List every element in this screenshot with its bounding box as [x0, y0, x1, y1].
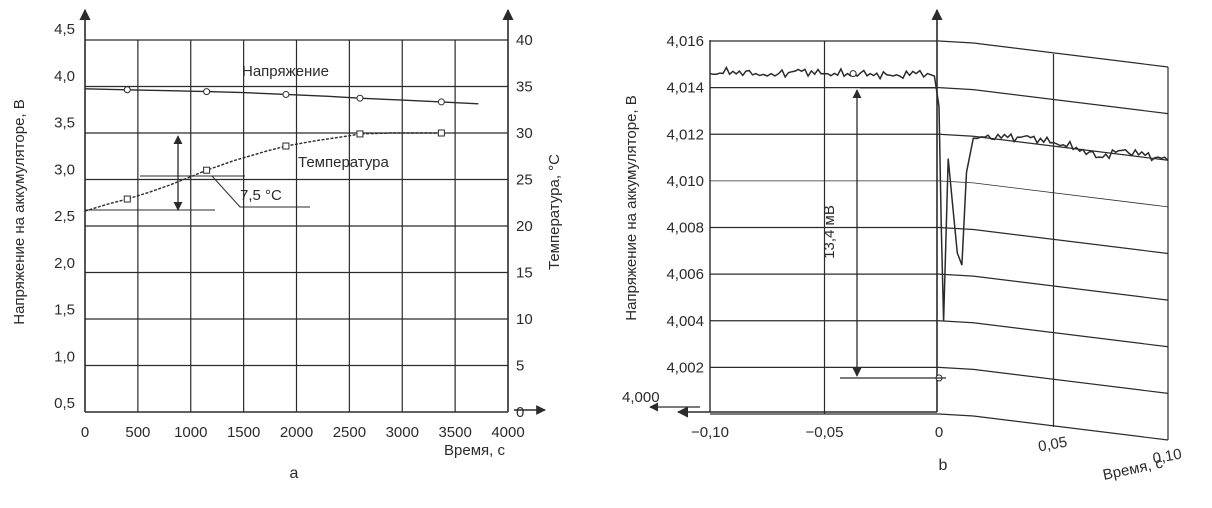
panel-b-hgrid — [710, 180, 1169, 208]
panel-b-hgrid — [710, 87, 1169, 115]
panel-b-series — [709, 65, 1169, 382]
panel-b-y-tick-label: 4,014 — [666, 80, 704, 97]
panel-b-axes — [676, 8, 943, 418]
panel-a-delta-annotation: 7,5 °С — [85, 135, 310, 211]
panel-b-y-tick-label: 4,004 — [666, 313, 704, 330]
panel-a-y-left-tick-label: 1,0 — [54, 348, 75, 365]
panel-a-x-tick-label: 4000 — [491, 424, 524, 441]
panel-a-letter: a — [290, 465, 299, 482]
delta-leader — [211, 175, 310, 208]
panel-b-x-tick-label: 0 — [935, 424, 943, 441]
delta-label: 7,5 °С — [240, 187, 282, 204]
panel-a-y-left-tick-label: 4,0 — [54, 68, 75, 85]
panel-b-hgrid — [710, 226, 1169, 255]
series-line-voltage — [84, 88, 479, 105]
panel-a-y-left-tick-label: 2,0 — [54, 255, 75, 272]
panel-a-x-tick-label: 0 — [81, 424, 89, 441]
panel-b-hgrid — [710, 273, 1169, 301]
panel-b-hgrid — [710, 133, 1169, 161]
panel-b-y-tick-label: 4,010 — [666, 173, 704, 190]
panel-a-x-tick-label: 1500 — [227, 424, 260, 441]
panel-b-hgrid — [710, 40, 1169, 68]
panel-b-x-tick-label: 0,05 — [1037, 434, 1069, 456]
panel-a-x-tick-label: 3500 — [438, 424, 471, 441]
series-label-voltage: Напряжение — [242, 63, 329, 80]
panel-b-y-tick-label-base: 4,000 — [622, 389, 660, 406]
voltage-marker — [123, 86, 131, 94]
panel-b-x-label: Время, с — [1101, 455, 1165, 484]
panel-a-y-right-tick-label: 0 — [516, 404, 524, 421]
panel-b-y-tick-label: 4,016 — [666, 33, 704, 50]
panel-b-y-tick-label: 4,002 — [666, 359, 704, 376]
temperature-marker — [282, 142, 290, 150]
panel-a-x-label: Время, с — [444, 442, 505, 459]
panel-a-y-right-tick-label: 30 — [516, 125, 533, 142]
panel-a-y-left-tick-label: 2,5 — [54, 208, 75, 225]
panel-a-y-left-tick-label: 3,5 — [54, 115, 75, 132]
voltage-marker — [437, 98, 445, 106]
panel-b-delta-annotation: 13,4 мВ — [821, 87, 946, 379]
panel-b-hgrid — [710, 320, 1169, 348]
panel-a-x-tick-label: 1000 — [174, 424, 207, 441]
panel-b-voltage-trace — [709, 65, 1169, 322]
series-label-temperature: Температура — [298, 154, 390, 171]
panel-b-hgrid — [710, 366, 1169, 394]
panel-a-y-right-tick-label: 10 — [516, 311, 533, 328]
panel-a-x-tick-label: 3000 — [386, 424, 419, 441]
panel-b-y-label: Напряжение на аккумуляторе, В — [623, 95, 640, 321]
panel-b-letter: b — [939, 457, 948, 474]
panel-b-y-tick-label: 4,006 — [666, 266, 704, 283]
temperature-marker — [437, 129, 445, 137]
temperature-marker — [356, 130, 364, 138]
panel-a-y-right-tick-label: 35 — [516, 79, 533, 96]
delta-label-b: 13,4 мВ — [821, 205, 838, 259]
panel-a-y-left-tick-label: 0,5 — [54, 395, 75, 412]
panel-a-y-left-tick-label: 4,5 — [54, 21, 75, 38]
voltage-marker — [356, 94, 364, 102]
temperature-marker — [123, 195, 131, 203]
panel-a-y-left-tick-label: 1,5 — [54, 302, 75, 319]
panel-a-x-tick-label: 2500 — [333, 424, 366, 441]
panel-a-y-right-tick-label: 5 — [516, 358, 524, 375]
panel-b-x-tick-label: −0,05 — [806, 424, 844, 441]
panel-b-hgrid — [710, 413, 1169, 441]
panel-a-y-left-label: Напряжение на аккумуляторе, В — [11, 99, 28, 325]
panel-a-grid — [85, 39, 508, 412]
panel-a-y-right-label: Температура, °С — [546, 154, 563, 270]
panel-a-y-left-tick-label: 3,0 — [54, 161, 75, 178]
panel-a-y-right-tick-label: 40 — [516, 32, 533, 49]
panel-b-grid — [710, 40, 1169, 441]
panel-a-series — [84, 86, 479, 212]
panel-b-x-tick-label: −0,10 — [691, 424, 729, 441]
panel-b: 4,002 4,004 4,006 4,008 4,010 4,012 4,014 4,016… — [622, 8, 1183, 484]
series-line-temperature — [84, 132, 442, 212]
temperature-marker — [203, 166, 211, 174]
panel-a: 0 500 1000 1500 2000 2500 3000 3500 4000 0,5 1,0 1,… — [11, 8, 563, 482]
panel-a-y-right-tick-label: 15 — [516, 265, 533, 282]
panel-a-y-right-tick-label: 25 — [516, 172, 533, 189]
panel-b-y-tick-label: 4,012 — [666, 126, 704, 143]
voltage-marker — [282, 90, 290, 98]
panel-b-x-tick-label: 0,10 — [1151, 446, 1183, 468]
panel-a-x-tick-label: 2000 — [280, 424, 313, 441]
voltage-marker — [203, 88, 211, 96]
panel-b-y-tick-label: 4,008 — [666, 220, 704, 237]
panel-a-x-tick-label: 500 — [125, 424, 150, 441]
panel-a-y-right-tick-label: 20 — [516, 218, 533, 235]
panel-b-ticks: 4,002 4,004 4,006 4,008 4,010 4,012 4,014 4,016… — [622, 33, 1183, 467]
panel-a-ticks: 0 500 1000 1500 2000 2500 3000 3500 4000 0,5 1,0 1,… — [54, 21, 533, 441]
panel-b-marker — [849, 70, 857, 78]
